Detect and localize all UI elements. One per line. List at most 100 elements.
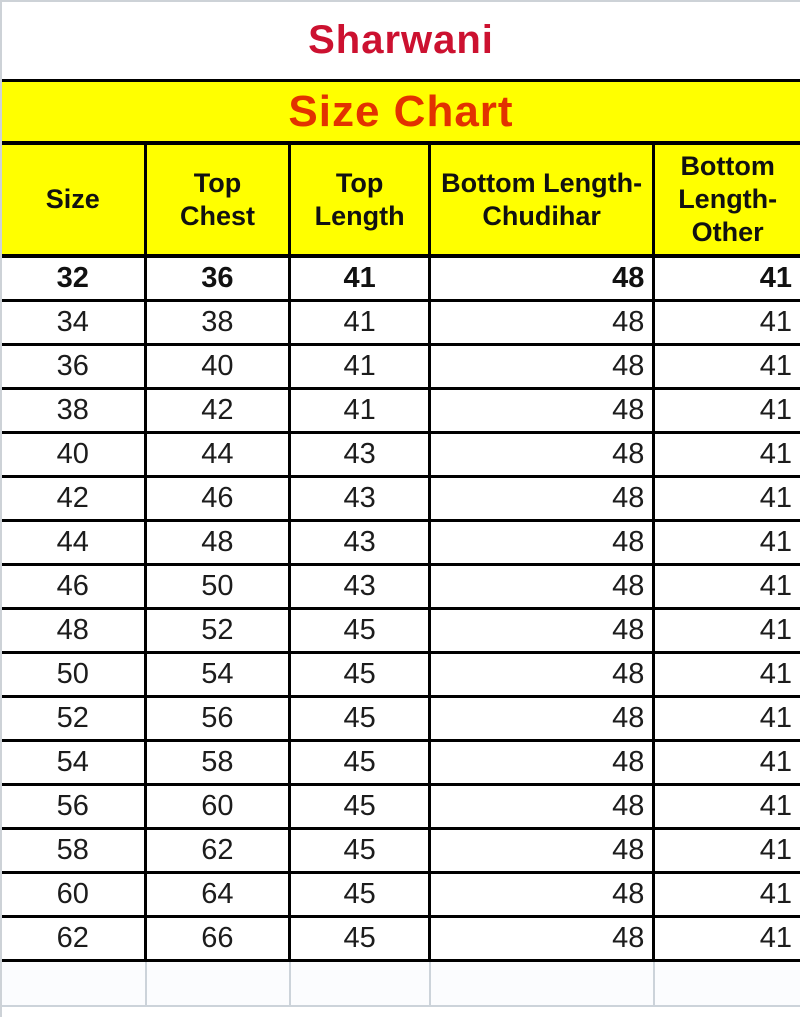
cell-bottom-other: 41 [759,922,792,954]
cell-top-length: 45 [291,830,431,871]
empty-cell [291,962,431,1005]
table-row: 32 36 41 48 41 [2,258,800,302]
cell-size: 40 [2,434,147,475]
cell-size: 34 [2,302,147,343]
empty-cell [2,962,147,1005]
cell-top-chest: 44 [147,434,292,475]
cell-top-chest: 40 [147,346,292,387]
cell-top-chest: 54 [147,654,292,695]
cell-bottom-other: 41 [759,658,792,690]
cell-top-chest: 62 [147,830,292,871]
cell-bottom-other: 41 [759,790,792,822]
cell-bottom-chudihar: 48 [431,258,656,299]
cell-bottom-other: 41 [759,350,792,382]
cell-size: 54 [2,742,147,783]
cell-top-chest: 48 [147,522,292,563]
header-cell-top-length: Top Length [291,145,431,254]
cell-bottom-other: 41 [759,702,792,734]
cell-top-chest: 56 [147,698,292,739]
cell-size: 56 [2,786,147,827]
cell-top-length: 41 [291,302,431,343]
cell-bottom-other: 41 [759,526,792,558]
cell-top-length: 45 [291,742,431,783]
cell-bottom-chudihar: 48 [431,346,656,387]
cell-bottom-other: 41 [759,614,792,646]
cell-top-chest: 66 [147,918,292,959]
cell-top-length: 43 [291,566,431,607]
cell-top-length: 43 [291,478,431,519]
cell-top-length: 41 [291,346,431,387]
empty-spreadsheet-row [2,962,800,1007]
size-table-body: 32 36 41 48 41 34 38 41 48 41 36 40 41 48 41 38 42 41 48 41… [2,258,800,962]
table-row: 36 40 41 48 41 [2,346,800,390]
cell-size: 50 [2,654,147,695]
cell-top-length: 45 [291,786,431,827]
cell-bottom-other: 41 [759,746,792,778]
cell-top-length: 45 [291,610,431,651]
cell-top-length: 45 [291,654,431,695]
cell-top-length: 45 [291,698,431,739]
table-row: 58 62 45 48 41 [2,830,800,874]
cell-size: 62 [2,918,147,959]
cell-top-length: 43 [291,434,431,475]
cell-top-chest: 60 [147,786,292,827]
cell-top-chest: 36 [147,258,292,299]
table-row: 42 46 43 48 41 [2,478,800,522]
cell-top-chest: 42 [147,390,292,431]
table-row: 54 58 45 48 41 [2,742,800,786]
cell-top-length: 41 [291,390,431,431]
empty-cell [431,962,656,1005]
cell-bottom-other: 41 [759,878,792,910]
cell-top-length: 45 [291,918,431,959]
cell-bottom-chudihar: 48 [431,610,656,651]
table-row: 60 64 45 48 41 [2,874,800,918]
cell-top-chest: 46 [147,478,292,519]
table-row: 38 42 41 48 41 [2,390,800,434]
cell-top-length: 41 [291,258,431,299]
cell-bottom-chudihar: 48 [431,874,656,915]
cell-bottom-chudihar: 48 [431,522,656,563]
cell-top-length: 45 [291,874,431,915]
cell-bottom-other: 41 [759,394,792,426]
cell-bottom-other: 41 [759,262,792,294]
page-title: Sharwani [308,18,494,62]
cell-size: 36 [2,346,147,387]
cell-top-length: 43 [291,522,431,563]
header-cell-bottom-length-chudihar: Bottom Length- Chudihar [431,145,656,254]
page-subtitle: Size Chart [288,86,514,136]
cell-bottom-chudihar: 48 [431,434,656,475]
header-cell-top-chest: Top Chest [147,145,292,254]
table-row: 46 50 43 48 41 [2,566,800,610]
table-row: 56 60 45 48 41 [2,786,800,830]
table-row: 62 66 45 48 41 [2,918,800,962]
cell-top-chest: 58 [147,742,292,783]
cell-top-chest: 38 [147,302,292,343]
cell-size: 58 [2,830,147,871]
cell-bottom-chudihar: 48 [431,742,656,783]
cell-bottom-other: 41 [759,570,792,602]
cell-bottom-chudihar: 48 [431,478,656,519]
subtitle-row: Size Chart [2,82,800,145]
cell-bottom-other: 41 [759,482,792,514]
table-header-row: Size Top Chest Top Length Bottom Length-… [2,145,800,258]
table-row: 40 44 43 48 41 [2,434,800,478]
cell-bottom-chudihar: 48 [431,390,656,431]
cell-top-chest: 52 [147,610,292,651]
cell-size: 46 [2,566,147,607]
cell-size: 38 [2,390,147,431]
cell-size: 52 [2,698,147,739]
cell-size: 44 [2,522,147,563]
cell-bottom-chudihar: 48 [431,918,656,959]
empty-cell [147,962,292,1005]
cell-bottom-chudihar: 48 [431,566,656,607]
cell-bottom-chudihar: 48 [431,830,656,871]
table-row: 34 38 41 48 41 [2,302,800,346]
cell-size: 48 [2,610,147,651]
cell-bottom-other: 41 [759,834,792,866]
table-row: 52 56 45 48 41 [2,698,800,742]
cell-bottom-chudihar: 48 [431,786,656,827]
table-row: 48 52 45 48 41 [2,610,800,654]
table-row: 50 54 45 48 41 [2,654,800,698]
header-cell-bottom-length-other: Bottom Length- Other [678,151,778,247]
